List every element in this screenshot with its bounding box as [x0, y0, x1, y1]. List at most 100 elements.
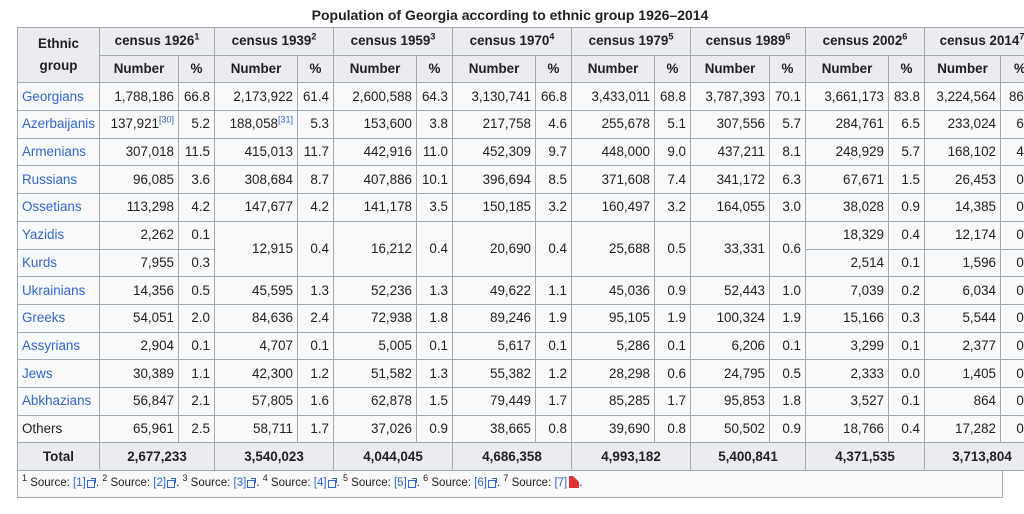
ethnic-group-link[interactable]: Armenians	[22, 144, 87, 160]
population-number-cell: 18,766	[805, 414, 889, 444]
ethnic-group-cell[interactable]: Assyrians	[17, 331, 100, 361]
population-percent-cell: 0.4	[535, 220, 572, 278]
population-number-cell: 137,921[30]	[99, 110, 179, 139]
population-percent-cell: 0.3	[1000, 220, 1024, 250]
header-number: Number	[690, 54, 770, 84]
header-ethnic-group: Ethnic group	[17, 26, 100, 84]
ethnic-group-cell[interactable]: Georgians	[17, 82, 100, 112]
ethnic-group-cell[interactable]: Abkhazians	[17, 386, 100, 416]
population-number-cell: 95,853	[690, 386, 770, 416]
table-row: Ukrainians 14,356 0.5 45,595 1.3 52,236 1.3 49,…	[17, 276, 1024, 305]
population-number-cell: 442,916	[333, 137, 417, 167]
footnote-source-link[interactable]: [7]	[554, 477, 568, 489]
population-percent-cell: 1.7	[297, 414, 334, 444]
population-percent-cell: 0.1	[654, 331, 691, 361]
ethnic-group-cell[interactable]: Jews	[17, 359, 100, 388]
header-percent: %	[297, 54, 334, 84]
header-number: Number	[924, 54, 1001, 84]
reference-link[interactable]: [31]	[277, 114, 293, 125]
population-percent-cell: 3.8	[416, 110, 453, 139]
ethnic-group-link[interactable]: Yazidis	[22, 227, 65, 243]
population-percent-cell: 1.7	[654, 386, 691, 416]
ethnic-group-link[interactable]: Kurds	[22, 254, 57, 270]
table-row: Armenians 307,018 11.5 415,013 11.7 442,916 11…	[17, 137, 1024, 167]
population-number-cell: 141,178	[333, 193, 417, 222]
ethnic-group-cell[interactable]: Greeks	[17, 303, 100, 333]
population-number-cell: 147,677	[214, 193, 298, 222]
ethnic-group-cell[interactable]: Russians	[17, 165, 100, 195]
population-number-cell: 57,805	[214, 386, 298, 416]
ethnic-group-cell[interactable]: Azerbaijanis	[17, 110, 100, 139]
population-table-container: Population of Georgia according to ethni…	[17, 4, 1024, 498]
population-percent-cell: 1.0	[769, 276, 806, 305]
population-percent-cell: 5.1	[654, 110, 691, 139]
population-percent-cell: 64.3	[416, 82, 453, 112]
ethnic-group-link[interactable]: Abkhazians	[22, 393, 92, 409]
total-value: 3,713,804	[924, 442, 1024, 471]
footnote-source-link[interactable]: [5]	[393, 477, 407, 489]
population-number-cell: 7,955	[99, 248, 179, 278]
population-number-cell: 67,671	[805, 165, 889, 195]
population-number-cell: 14,385	[924, 193, 1001, 222]
ethnic-group-link[interactable]: Greeks	[22, 310, 66, 326]
ethnic-group-link[interactable]: Ukrainians	[22, 282, 86, 298]
header-number: Number	[333, 54, 417, 84]
total-value: 4,371,535	[805, 442, 925, 471]
population-number-cell: 2,600,588	[333, 82, 417, 112]
population-number-cell: 45,036	[571, 276, 655, 305]
population-percent-cell: 0.5	[1000, 414, 1024, 444]
header-census: census 19392	[214, 27, 334, 56]
population-percent-cell: 4.2	[297, 193, 334, 222]
population-number-cell: 28,298	[571, 359, 655, 388]
population-number-cell: 12,915	[214, 220, 298, 278]
population-number-cell: 17,282	[924, 414, 1001, 444]
population-number-cell: 49,622	[452, 276, 536, 305]
ethnic-group-link[interactable]: Assyrians	[22, 337, 81, 353]
ethnic-group-cell[interactable]: Yazidis	[17, 220, 100, 250]
ethnic-group-cell[interactable]: Kurds	[17, 248, 100, 278]
population-number-cell: 284,761	[805, 110, 889, 139]
table-row: Others 65,961 2.5 58,711 1.7 37,026 0.9 38,665 0…	[17, 414, 1024, 444]
footnote-source-link[interactable]: [2]	[153, 477, 167, 489]
population-percent-cell: 1.5	[888, 165, 925, 195]
ethnic-group-link[interactable]: Jews	[22, 365, 53, 381]
table-row: Greeks 54,051 2.0 84,636 2.4 72,938 1.8 89,246 1…	[17, 303, 1024, 333]
population-number-cell: 52,443	[690, 276, 770, 305]
population-number-cell: 407,886	[333, 165, 417, 195]
population-percent-cell: 0.4	[297, 220, 334, 278]
population-number-cell: 58,711	[214, 414, 298, 444]
census-footnote-marker: 6	[785, 31, 791, 42]
population-percent-cell: 6.3	[1000, 110, 1024, 139]
population-number-cell: 51,582	[333, 359, 417, 388]
header-census: census 19593	[333, 27, 453, 56]
population-number-cell: 16,212	[333, 220, 417, 278]
ethnic-group-link[interactable]: Russians	[22, 171, 78, 187]
ethnic-group-link[interactable]: Ossetians	[22, 199, 82, 215]
external-link-icon	[86, 478, 96, 488]
population-percent-cell: 68.8	[654, 82, 691, 112]
ethnic-group-cell[interactable]: Ukrainians	[17, 276, 100, 305]
pdf-icon	[569, 476, 580, 488]
population-percent-cell: 0.6	[654, 359, 691, 388]
population-number-cell: 5,544	[924, 303, 1001, 333]
footnote-source-link[interactable]: [4]	[313, 477, 327, 489]
population-number-cell: 5,005	[333, 331, 417, 361]
table-row: Jews 30,389 1.1 42,300 1.2 51,582 1.3 55,382 1.2…	[17, 359, 1024, 388]
ethnic-group-cell[interactable]: Ossetians	[17, 193, 100, 222]
footnote-source-link[interactable]: [3]	[233, 477, 247, 489]
reference-link[interactable]: [30]	[158, 114, 174, 125]
header-percent: %	[178, 54, 215, 84]
footnote-source-link[interactable]: [6]	[474, 477, 488, 489]
ethnic-group-link[interactable]: Azerbaijanis	[22, 116, 95, 132]
population-percent-cell: 0.8	[654, 414, 691, 444]
ethnic-group-cell[interactable]: Armenians	[17, 137, 100, 167]
header-census: census 20026	[805, 27, 925, 56]
population-percent-cell: 0.4	[416, 220, 453, 278]
total-label: Total	[17, 442, 100, 471]
footnote-source-link[interactable]: [1]	[73, 477, 86, 489]
population-percent-cell: 0.1	[178, 331, 215, 361]
population-percent-cell: 1.6	[297, 386, 334, 416]
ethnic-group-link[interactable]: Georgians	[22, 88, 84, 104]
population-percent-cell: 1.1	[178, 359, 215, 388]
population-percent-cell: 0.1	[888, 386, 925, 416]
